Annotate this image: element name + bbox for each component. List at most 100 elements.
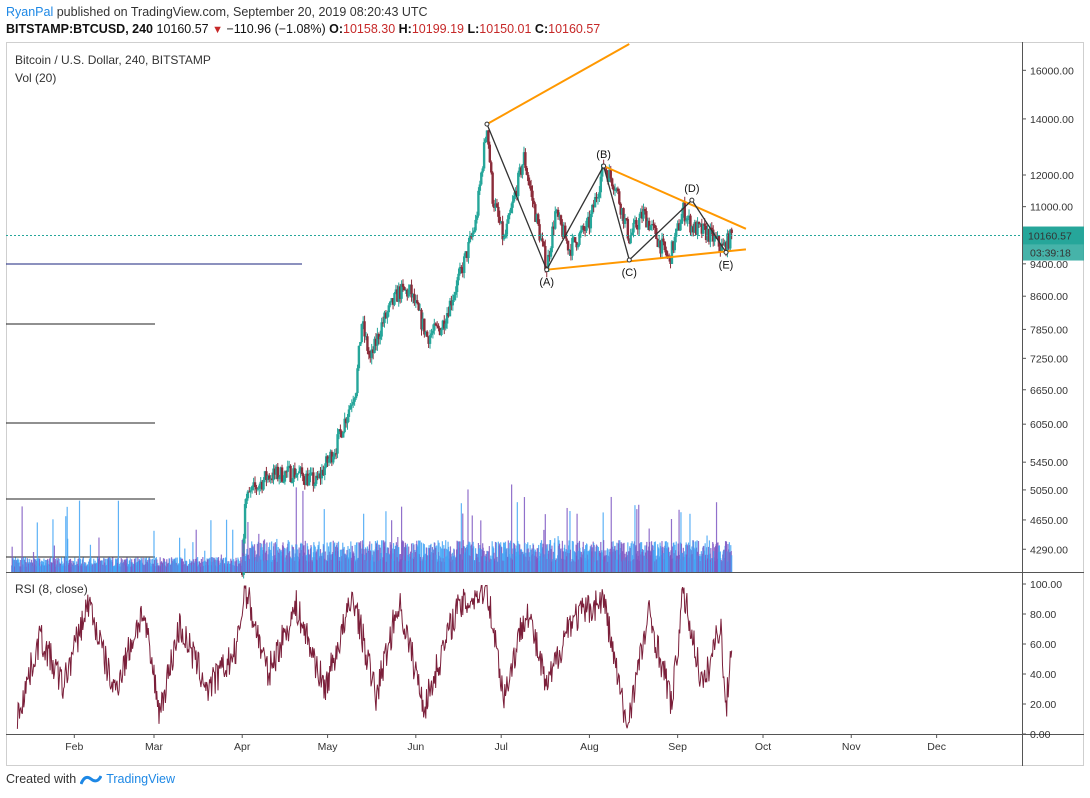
volume-bar (179, 537, 181, 572)
candle-body (417, 303, 420, 311)
candle-body (527, 174, 530, 182)
volume-bar (523, 497, 526, 572)
candle-body (723, 242, 726, 246)
header-line-1: RyanPal published on TradingView.com, Se… (6, 4, 600, 21)
price-tick-label: 5050.00 (1030, 485, 1068, 497)
price-tick-label: 7250.00 (1030, 353, 1068, 365)
price-tick-label: 16000.00 (1030, 65, 1074, 77)
author-link[interactable]: RyanPal (6, 5, 54, 19)
candle-body (337, 429, 341, 435)
candle-body (561, 224, 564, 237)
candle-body (350, 404, 353, 406)
candle-body (462, 256, 466, 274)
candle-body (447, 313, 450, 317)
volume-bar (54, 559, 56, 572)
candle-body (680, 213, 684, 224)
candle-body (704, 225, 708, 241)
candle-body (391, 298, 395, 305)
candle-body (371, 349, 375, 353)
candle-body (347, 409, 351, 417)
candle-body (443, 320, 446, 329)
volume-bar (622, 543, 624, 572)
candle-body (586, 216, 590, 221)
rsi-tick-label: 40.00 (1030, 669, 1056, 681)
chart-svg[interactable]: 16000.00 14000.00 12000.00 11000.00 9400.00 8… (6, 42, 1084, 766)
candle-body (394, 289, 398, 294)
candle-body (539, 238, 543, 241)
candle-body (656, 238, 659, 247)
candle-body (548, 254, 551, 257)
candle-body (276, 466, 279, 480)
price-tick-label: 8600.00 (1030, 291, 1068, 303)
candle-body (312, 472, 315, 486)
candle-body (524, 152, 527, 168)
volume-bar (49, 558, 51, 572)
volume-bar (544, 514, 546, 572)
candle-body (726, 233, 729, 254)
volume-bar (154, 558, 157, 572)
candle-body (690, 226, 694, 233)
candle-body (636, 227, 639, 230)
candle-body (571, 238, 574, 256)
candle-body (317, 473, 321, 478)
volume-bar (682, 547, 684, 572)
candle-body (287, 465, 291, 467)
candle-body (578, 233, 581, 245)
candle-body (356, 368, 359, 394)
volume-bar (494, 541, 497, 572)
volume-bar (103, 558, 105, 572)
volume-bar (74, 557, 76, 572)
candle-body (652, 223, 655, 226)
volume-bar (35, 559, 37, 572)
volume-bar (372, 550, 374, 572)
volume-bar (715, 502, 718, 572)
candle-body (255, 487, 258, 490)
candle-body (669, 255, 672, 264)
down-arrow-icon: ▼ (212, 24, 224, 36)
candle-body (558, 215, 561, 217)
candle-body (272, 468, 275, 481)
volume-bar (200, 558, 203, 572)
candle-body (340, 431, 344, 438)
volume-bar (646, 541, 648, 572)
candle-body (333, 453, 336, 457)
volume-bar (405, 545, 407, 572)
volume-bar (337, 541, 340, 572)
high-label: H: (398, 22, 412, 36)
low-label: L: (467, 22, 480, 36)
candle-body (334, 453, 338, 455)
candle-body (360, 324, 363, 343)
candle-body (620, 208, 624, 215)
candle-body (672, 241, 675, 251)
volume-bar (339, 549, 341, 572)
tradingview-brand[interactable]: TradingView (106, 772, 175, 786)
time-tick-label: Oct (755, 741, 771, 753)
candle-body (509, 207, 513, 214)
candle-body (403, 286, 406, 291)
candle-body (592, 204, 595, 208)
candle-body (336, 434, 339, 454)
candle-body (601, 164, 604, 177)
candle-body (310, 472, 314, 474)
volume-bar (126, 558, 129, 572)
candle-body (407, 289, 410, 297)
candle-body (639, 211, 642, 219)
volume-bar (621, 543, 623, 572)
candle-body (549, 248, 553, 257)
volume-bar (440, 548, 443, 572)
volume-bar (420, 542, 423, 572)
chart-area[interactable]: 16000.00 14000.00 12000.00 11000.00 9400.00 8… (6, 42, 1084, 766)
open-label: O: (329, 22, 344, 36)
volume-bar (554, 538, 556, 572)
volume-bar (295, 487, 297, 572)
candle-body (413, 293, 416, 304)
candle-body (370, 349, 373, 358)
candle-body (437, 325, 440, 329)
candle-body (517, 172, 520, 197)
candle-body (302, 474, 305, 482)
candle-body (497, 206, 500, 217)
candle-body (679, 223, 682, 231)
candle-body (663, 241, 667, 251)
candle-body (343, 418, 346, 433)
candle-body (250, 486, 254, 491)
